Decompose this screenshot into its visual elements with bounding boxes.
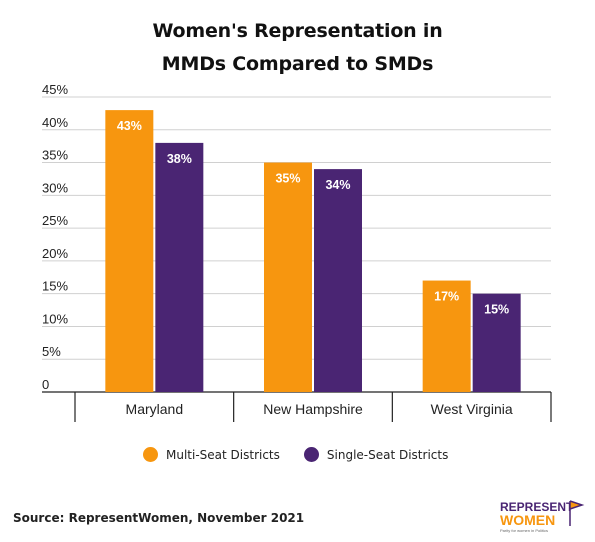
chart-title-line1: Women's Representation in [152, 20, 443, 42]
y-tick-label: 25% [42, 213, 68, 228]
y-tick-label: 0 [42, 377, 49, 392]
bar-data-label: 15% [484, 303, 509, 317]
legend-swatch-multi-seat [143, 447, 158, 462]
bar [472, 293, 521, 392]
y-tick-label: 30% [42, 180, 68, 195]
bar [314, 169, 362, 392]
x-category-label: West Virginia [431, 401, 513, 417]
y-tick-label: 5% [42, 344, 61, 359]
x-category-label: New Hampshire [263, 401, 363, 417]
chart-legend: Multi-Seat Districts Single-Seat Distric… [143, 447, 472, 462]
svg-text:WOMEN: WOMEN [500, 512, 555, 528]
svg-text:REPRESENT: REPRESENT [500, 500, 574, 514]
legend-label-multi-seat: Multi-Seat Districts [166, 447, 280, 462]
bar-data-label: 38% [167, 152, 192, 166]
bar-data-label: 17% [434, 290, 459, 304]
legend-label-single-seat: Single-Seat Districts [326, 447, 449, 462]
bar [155, 142, 204, 392]
y-tick-label: 10% [42, 311, 68, 326]
chart-title-line2: MMDs Compared to SMDs [161, 53, 434, 75]
bar-data-label: 43% [117, 119, 142, 133]
y-tick-label: 40% [42, 115, 68, 130]
representwomen-logo: REPRESENT WOMEN Parity for women in Poli… [500, 500, 585, 533]
legend-swatch-single-seat [303, 447, 319, 462]
svg-text:Parity for women in Politics: Parity for women in Politics [500, 528, 548, 533]
y-tick-label: 15% [42, 279, 68, 294]
bar-data-label: 34% [325, 178, 350, 192]
source-note: Source: RepresentWomen, November 2021 [13, 511, 305, 525]
bar-data-label: 35% [275, 172, 300, 186]
y-tick-label: 45% [42, 82, 68, 97]
bar [422, 280, 471, 392]
x-category-label: Maryland [126, 401, 184, 417]
bar [105, 110, 154, 392]
y-tick-label: 20% [42, 246, 68, 261]
y-tick-label: 35% [42, 148, 68, 163]
bar [264, 162, 312, 392]
bar-chart: 0 5% 10% 15% 20% 25% 30% 35% 40% 45% Maryland 43% 38… [42, 82, 552, 422]
